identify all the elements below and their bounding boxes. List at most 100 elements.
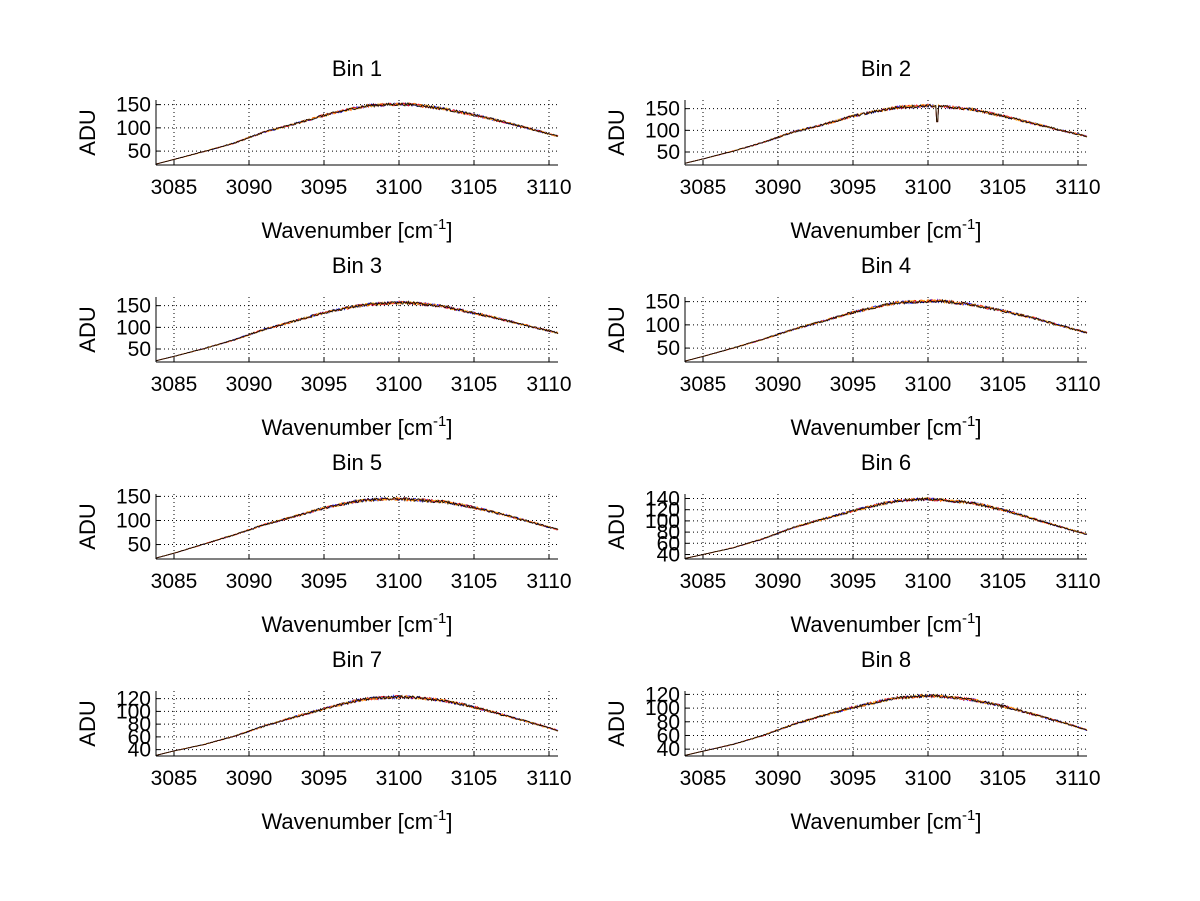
y-axis-label: ADU (75, 700, 100, 746)
y-tick-label: 50 (128, 534, 151, 557)
x-tick-label: 3100 (905, 373, 952, 396)
data-series-line (684, 103, 1088, 164)
data-series-line (155, 694, 559, 756)
y-tick-label: 120 (645, 683, 680, 706)
x-axis-label: Wavenumber [cm-1] (790, 807, 981, 834)
x-tick-label: 3085 (680, 373, 727, 396)
subplot-8: Bin 8 3085 3090 3095 3100 3105 3110 40608010012… (604, 647, 1101, 834)
y-tick-label: 100 (645, 314, 680, 337)
data-series-line (684, 103, 1088, 164)
y-tick-label: 40 (128, 739, 151, 762)
x-tick-label: 3090 (226, 767, 273, 790)
x-tick-label: 3095 (830, 767, 877, 790)
data-series-line (155, 102, 559, 165)
data-series-line (684, 298, 1088, 362)
x-tick-label: 3100 (376, 570, 423, 593)
subplot-title: Bin 6 (861, 450, 911, 475)
x-axis-label: Wavenumber [cm-1] (261, 610, 452, 637)
x-tick-label: 3105 (980, 570, 1027, 593)
data-series-line (684, 497, 1088, 559)
data-series-line (684, 103, 1088, 164)
x-tick-label: 3105 (451, 176, 498, 199)
y-tick-label: 120 (645, 499, 680, 522)
x-tick-label: 3095 (301, 767, 348, 790)
x-axis-label: Wavenumber [cm-1] (790, 610, 981, 637)
data-series-line (155, 496, 559, 559)
x-tick-label: 3100 (905, 767, 952, 790)
x-tick-label: 3100 (376, 767, 423, 790)
y-axis-label: ADU (604, 306, 629, 352)
data-series-line (684, 496, 1088, 559)
data-series-line (684, 298, 1088, 362)
data-series-line (155, 496, 559, 559)
x-tick-label: 3095 (301, 176, 348, 199)
x-tick-label: 3090 (226, 373, 273, 396)
x-tick-label: 3095 (301, 373, 348, 396)
data-series-line (684, 693, 1088, 756)
y-tick-label: 50 (128, 338, 151, 361)
data-series-line (155, 496, 559, 559)
data-series-line (155, 694, 559, 756)
data-series-line (684, 693, 1087, 756)
y-tick-label: 80 (128, 713, 151, 736)
data-series-line (155, 300, 559, 362)
y-axis-label: ADU (75, 503, 100, 549)
x-tick-label: 3110 (1055, 176, 1100, 199)
x-tick-label: 3095 (830, 570, 877, 593)
y-tick-label: 100 (645, 510, 680, 533)
y-axis-label: ADU (604, 700, 629, 746)
x-tick-label: 3105 (980, 767, 1027, 790)
subplot-title: Bin 8 (861, 647, 911, 672)
y-tick-label: 140 (645, 487, 680, 510)
x-tick-label: 3095 (830, 176, 877, 199)
y-axis-label: ADU (604, 503, 629, 549)
x-axis-label: Wavenumber [cm-1] (261, 807, 452, 834)
x-tick-label: 3110 (1055, 767, 1100, 790)
x-tick-label: 3110 (526, 176, 571, 199)
y-tick-label: 100 (116, 316, 151, 339)
x-axis-label: Wavenumber [cm-1] (790, 413, 981, 440)
x-tick-label: 3105 (980, 176, 1027, 199)
data-series-line (155, 102, 559, 165)
data-series-line (155, 497, 559, 559)
y-tick-label: 100 (116, 509, 151, 532)
subplot-title: Bin 3 (332, 253, 382, 278)
x-tick-label: 3105 (451, 570, 498, 593)
x-axis-label: Wavenumber [cm-1] (261, 413, 452, 440)
x-axis-label: Wavenumber [cm-1] (790, 216, 981, 243)
data-series-line (155, 102, 559, 165)
x-tick-label: 3085 (680, 176, 727, 199)
y-tick-label: 150 (116, 94, 151, 117)
data-series-line (155, 101, 559, 165)
data-series-line (155, 694, 559, 756)
x-tick-label: 3085 (151, 767, 198, 790)
x-tick-label: 3100 (376, 176, 423, 199)
x-tick-label: 3100 (905, 570, 952, 593)
x-tick-label: 3090 (755, 373, 802, 396)
data-series-line (155, 300, 559, 362)
x-tick-label: 3095 (301, 570, 348, 593)
data-series-line (155, 299, 559, 362)
data-series-line (155, 300, 558, 362)
y-tick-label: 150 (116, 295, 151, 318)
data-series-line (684, 497, 1088, 559)
y-tick-label: 60 (657, 532, 680, 555)
x-tick-label: 3100 (376, 373, 423, 396)
subplot-7: Bin 7 3085 3090 3095 3100 3105 3110 40608010012… (75, 647, 572, 834)
x-tick-label: 3110 (526, 767, 571, 790)
subplot-title: Bin 4 (861, 253, 911, 278)
x-tick-label: 3095 (830, 373, 877, 396)
y-tick-label: 40 (657, 738, 680, 761)
y-tick-label: 100 (116, 700, 151, 723)
y-axis-label: ADU (75, 109, 100, 155)
x-tick-label: 3105 (980, 373, 1027, 396)
x-tick-label: 3090 (755, 570, 802, 593)
y-tick-label: 150 (645, 98, 680, 121)
subplot-title: Bin 1 (332, 56, 382, 81)
data-series-line (684, 298, 1088, 362)
